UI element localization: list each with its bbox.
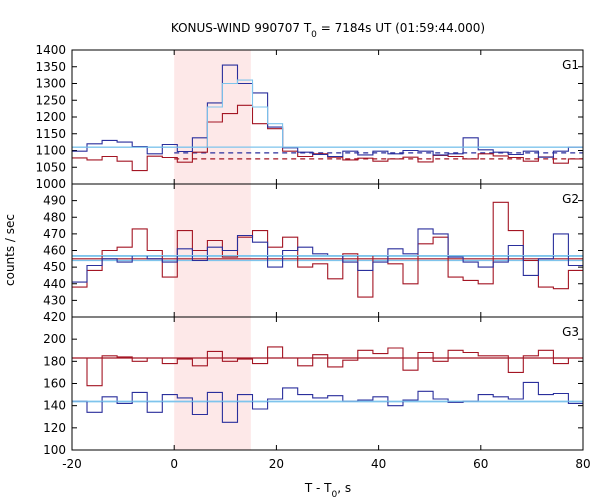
panel-g2-ytick-label: 470 bbox=[43, 227, 66, 241]
panel-g3-series-blue bbox=[72, 381, 583, 423]
panel-g2-ytick-label: 450 bbox=[43, 260, 66, 274]
plot-area: 100010501100115012001250130013501400G142… bbox=[35, 43, 590, 471]
panel-g2-ytick-label: 480 bbox=[43, 210, 66, 224]
panel-g3-ytick-label: 160 bbox=[43, 377, 66, 391]
panel-g1-ytick-label: 1350 bbox=[35, 60, 66, 74]
panel-g3-ytick-label: 120 bbox=[43, 421, 66, 435]
panel-g1-series-blue bbox=[72, 64, 583, 158]
panel-g3-ytick-label: 100 bbox=[43, 443, 66, 457]
panel-g1-ytick-label: 1200 bbox=[35, 110, 66, 124]
panel-g2-ytick-label: 430 bbox=[43, 293, 66, 307]
chart-title-subscript: 0 bbox=[311, 30, 317, 40]
x-axis-label: T - T0, s bbox=[304, 481, 351, 500]
panel-g2-series-blue bbox=[72, 228, 583, 283]
panel-g3-ytick-label: 180 bbox=[43, 354, 66, 368]
panel-g3-label: G3 bbox=[562, 325, 579, 339]
panel-g3-ytick-label: 200 bbox=[43, 332, 66, 346]
panel-g2-ytick-label: 420 bbox=[43, 310, 66, 324]
panel-g1-series-red bbox=[72, 104, 583, 172]
panel-g2-label: G2 bbox=[562, 192, 579, 206]
x-tick-label: -20 bbox=[62, 457, 82, 471]
x-axis-label-subscript: 0 bbox=[332, 490, 338, 500]
panel-g1-frame bbox=[71, 49, 584, 185]
x-tick-label: 0 bbox=[170, 457, 178, 471]
panel-g1-ytick-label: 1400 bbox=[35, 43, 66, 57]
panel-g2-series-red bbox=[72, 201, 583, 298]
chart-title: KONUS-WIND 990707 T0 = 7184s UT (01:59:4… bbox=[171, 21, 485, 40]
panel-g2-ytick-label: 490 bbox=[43, 194, 66, 208]
x-tick-label: 20 bbox=[269, 457, 284, 471]
panel-g1-ytick-label: 1050 bbox=[35, 160, 66, 174]
panel-g1-ytick-label: 1300 bbox=[35, 77, 66, 91]
y-axis-label: counts / sec bbox=[3, 214, 17, 286]
panel-g2-ytick-label: 440 bbox=[43, 277, 66, 291]
panel-g3-ytick-label: 140 bbox=[43, 399, 66, 413]
panel-g1-ytick-label: 1100 bbox=[35, 144, 66, 158]
panel-g1-series-light bbox=[72, 79, 583, 148]
panel-g1-label: G1 bbox=[562, 58, 579, 72]
panel-g1-ytick-label: 1250 bbox=[35, 93, 66, 107]
panel-g2-ytick-label: 460 bbox=[43, 244, 66, 258]
x-tick-label: 40 bbox=[371, 457, 386, 471]
panel-g1-ytick-label: 1000 bbox=[35, 177, 66, 191]
panel-g1-ytick-label: 1150 bbox=[35, 127, 66, 141]
panel-g3-series-red bbox=[72, 346, 583, 387]
x-tick-label: 80 bbox=[575, 457, 590, 471]
x-tick-label: 60 bbox=[473, 457, 488, 471]
highlight-band bbox=[174, 50, 251, 450]
panel-g3-frame bbox=[71, 316, 584, 451]
